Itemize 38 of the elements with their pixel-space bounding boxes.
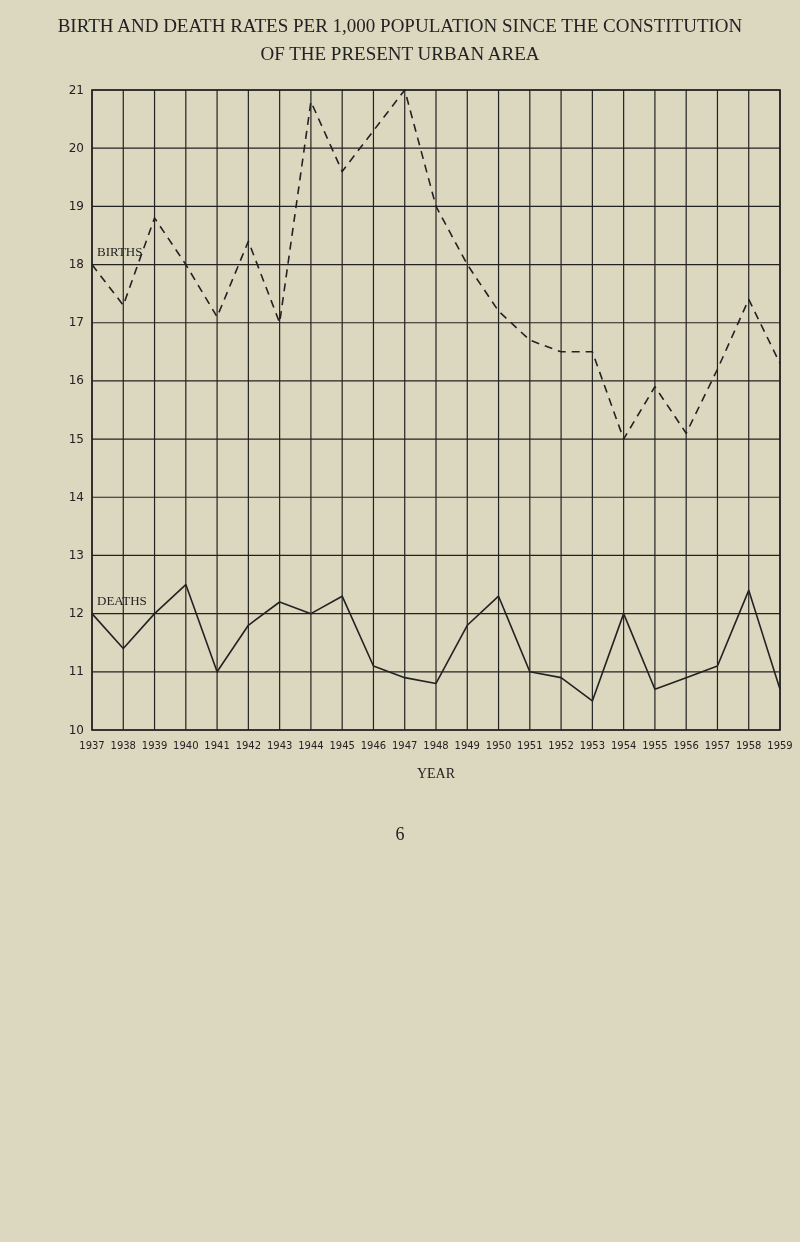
- y-tick-label: 18: [68, 257, 84, 272]
- x-axis-title: YEAR: [416, 766, 456, 781]
- x-tick-label: 1949: [454, 740, 480, 751]
- x-tick-label: 1942: [235, 740, 262, 751]
- x-tick-label: 1951: [517, 740, 543, 751]
- x-tick-label: 1952: [548, 740, 574, 751]
- x-tick-label: 1948: [423, 740, 449, 751]
- x-tick-label: 1957: [704, 740, 731, 751]
- x-tick-label: 1939: [141, 740, 168, 751]
- y-tick-label: 10: [68, 722, 84, 737]
- x-tick-label: 1959: [767, 740, 793, 751]
- x-tick-label: 1947: [392, 740, 418, 751]
- y-tick-label: 16: [68, 373, 84, 388]
- x-tick-label: 1950: [485, 740, 512, 751]
- y-tick-label: 20: [68, 140, 84, 155]
- x-tick-label: 1945: [329, 740, 355, 751]
- y-tick-label: 19: [68, 198, 84, 213]
- text: 6: [395, 824, 405, 844]
- y-tick-label: 11: [68, 664, 84, 679]
- y-tick-label: 12: [68, 606, 84, 621]
- x-tick-label: 1946: [360, 740, 387, 751]
- y-tick-label: 21: [68, 82, 84, 97]
- x-tick-label: 1938: [110, 740, 136, 751]
- x-tick-label: 1941: [204, 740, 230, 751]
- x-tick-label: 1955: [642, 740, 668, 751]
- y-tick-label: 15: [68, 431, 84, 446]
- x-tick-label: 1956: [673, 740, 699, 751]
- y-tick-label: 13: [68, 547, 84, 562]
- x-tick-label: 1958: [736, 740, 762, 751]
- chart-title: BIRTH AND DEATH RATES PER 1,000 POPULATION SINCE THE CONSTITUTION OF THE PRESENT URBAN AREA: [57, 15, 743, 64]
- x-tick-label: 1943: [266, 740, 293, 751]
- x-tick-label: 1944: [298, 740, 324, 751]
- x-tick-label: 1954: [610, 740, 637, 751]
- x-tick-label: 1937: [79, 740, 105, 751]
- y-tick-label: 14: [68, 489, 84, 504]
- y-tick-label: 17: [68, 315, 84, 330]
- x-tick-label: 1940: [173, 740, 199, 751]
- x-tick-label: 1953: [579, 740, 606, 751]
